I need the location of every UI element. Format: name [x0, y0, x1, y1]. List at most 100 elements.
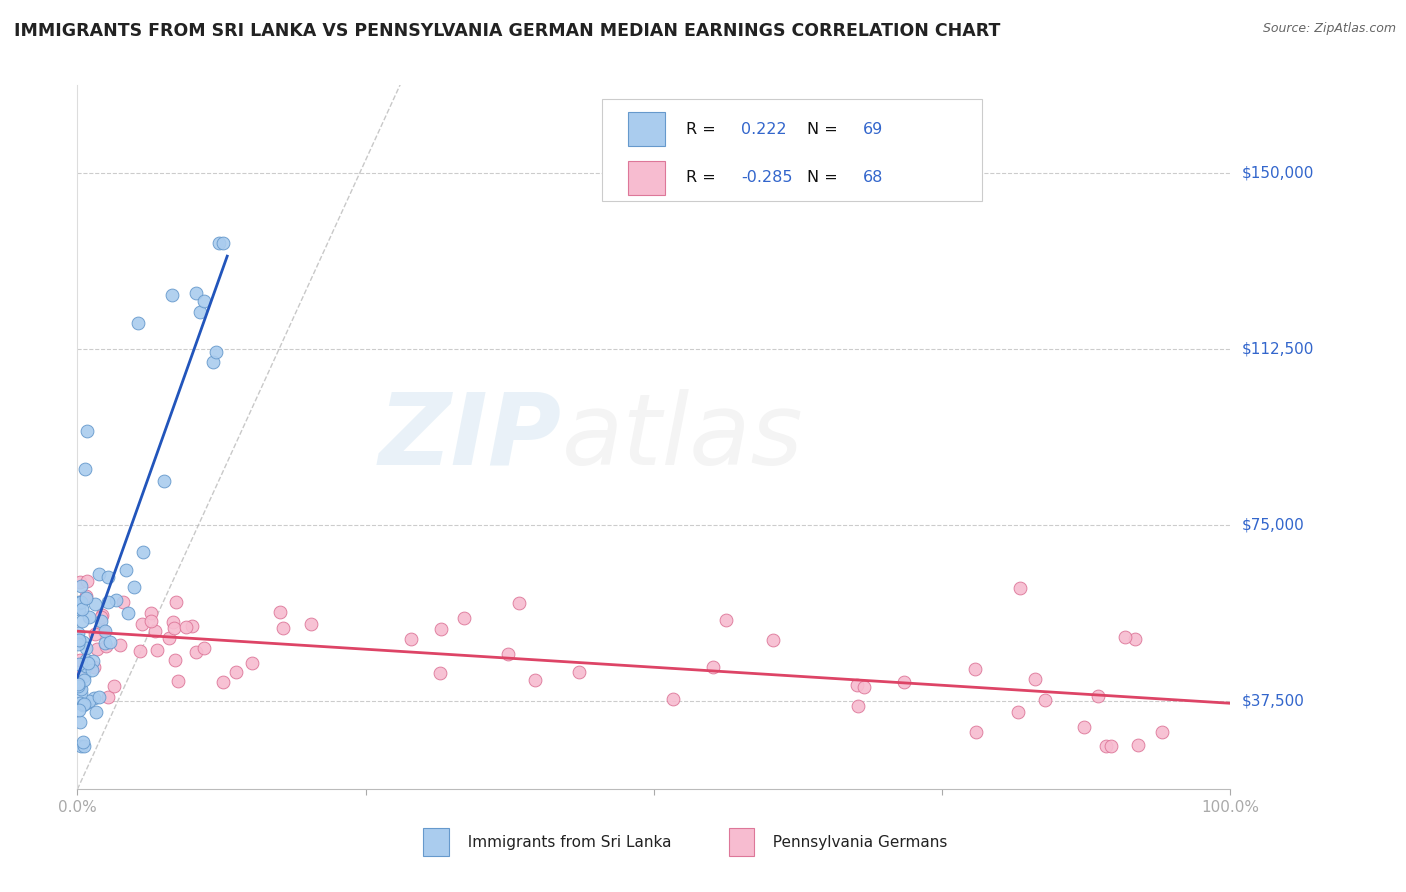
Point — [67, 601, 90, 615]
Point — [72, 698, 94, 712]
Point — [127, 316, 149, 330]
Point — [163, 621, 186, 635]
Point — [67, 678, 90, 692]
Point — [181, 619, 204, 633]
Point — [72, 634, 94, 648]
Point — [75, 659, 97, 673]
Text: $37,500: $37,500 — [1241, 694, 1305, 709]
Point — [568, 665, 591, 679]
Point — [75, 641, 97, 656]
Point — [73, 739, 96, 753]
Point — [75, 696, 97, 710]
Point — [166, 674, 188, 689]
Point — [145, 643, 167, 657]
Text: Immigrants from Sri Lanka: Immigrants from Sri Lanka — [458, 835, 671, 850]
Point — [453, 611, 475, 625]
Point — [131, 544, 153, 558]
FancyBboxPatch shape — [602, 99, 983, 201]
Point — [82, 654, 104, 668]
Point — [67, 631, 90, 645]
Point — [72, 673, 94, 687]
Point — [69, 682, 91, 697]
Point — [117, 606, 139, 620]
Text: 68: 68 — [862, 170, 883, 186]
Text: $112,500: $112,500 — [1241, 342, 1313, 357]
Text: atlas: atlas — [561, 389, 803, 485]
Point — [91, 608, 114, 623]
Point — [69, 671, 91, 685]
Point — [299, 616, 322, 631]
Point — [67, 676, 90, 690]
Point — [69, 686, 91, 700]
Point — [429, 665, 451, 680]
Point — [94, 624, 117, 639]
Point — [97, 690, 120, 704]
Point — [139, 607, 162, 621]
Point — [69, 739, 91, 753]
Point — [83, 690, 105, 705]
Point — [1010, 581, 1032, 595]
Point — [67, 596, 90, 610]
Point — [84, 598, 107, 612]
Point — [762, 633, 785, 648]
Point — [193, 293, 215, 308]
Point — [103, 679, 125, 693]
Point — [139, 614, 162, 628]
Point — [75, 653, 97, 667]
Point — [67, 680, 90, 694]
Point — [75, 590, 97, 604]
Point — [1114, 631, 1136, 645]
Point — [163, 653, 186, 667]
Point — [965, 725, 987, 739]
Text: 69: 69 — [862, 121, 883, 136]
Point — [69, 653, 91, 667]
Point — [1099, 739, 1122, 753]
Point — [76, 424, 98, 438]
Point — [201, 355, 224, 369]
Point — [716, 613, 738, 627]
Point — [131, 616, 153, 631]
Point — [143, 624, 166, 638]
Point — [165, 595, 187, 609]
FancyBboxPatch shape — [728, 828, 754, 856]
Point — [67, 681, 90, 696]
Point — [399, 632, 422, 646]
FancyBboxPatch shape — [423, 828, 449, 856]
Point — [1123, 632, 1146, 646]
Point — [225, 665, 247, 679]
Point — [73, 668, 96, 682]
Point — [67, 637, 90, 651]
Text: -0.285: -0.285 — [741, 170, 793, 186]
Point — [83, 659, 105, 673]
Point — [1035, 693, 1057, 707]
Point — [94, 639, 117, 653]
Point — [702, 660, 724, 674]
Point — [75, 591, 97, 605]
Point — [846, 699, 869, 714]
FancyBboxPatch shape — [628, 112, 665, 146]
Point — [91, 624, 114, 638]
Text: $150,000: $150,000 — [1241, 165, 1313, 180]
Point — [846, 678, 869, 692]
Point — [271, 621, 294, 635]
Point — [67, 625, 90, 640]
Text: R =: R = — [686, 170, 721, 186]
Point — [72, 735, 94, 749]
Point — [212, 674, 235, 689]
Point — [70, 601, 93, 615]
Point — [98, 635, 121, 649]
Text: IMMIGRANTS FROM SRI LANKA VS PENNSYLVANIA GERMAN MEDIAN EARNINGS CORRELATION CHA: IMMIGRANTS FROM SRI LANKA VS PENNSYLVANI… — [14, 22, 1001, 40]
Point — [1152, 724, 1174, 739]
Point — [77, 694, 100, 708]
Point — [188, 304, 211, 318]
Text: $75,000: $75,000 — [1241, 517, 1305, 533]
Point — [1007, 706, 1029, 720]
Point — [94, 636, 117, 650]
Point — [963, 662, 986, 676]
Point — [67, 703, 90, 717]
FancyBboxPatch shape — [628, 161, 665, 194]
Point — [1087, 689, 1109, 703]
Point — [97, 595, 120, 609]
Point — [108, 638, 131, 652]
Point — [89, 690, 111, 704]
